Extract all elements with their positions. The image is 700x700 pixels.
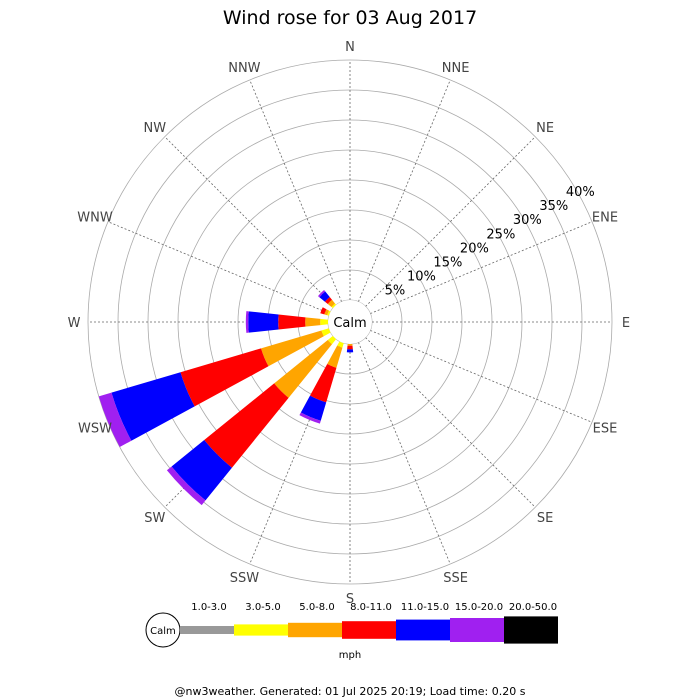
legend-swatch-6 [450,618,504,642]
petal-s-bin-4 [347,345,353,350]
radial-tick-5: 5% [385,284,406,299]
legend-swatch-5 [396,619,450,641]
radial-tick-40: 40% [566,185,595,200]
petal-sw-bin-6 [166,466,206,506]
petal-w-bin-3 [305,317,321,327]
petal-w-bin-2 [320,318,329,326]
radial-tick-labels: 5%10%15%20%25%30%35%40% [385,185,595,299]
spoke-sse [358,342,451,565]
radial-tick-35: 35% [539,199,568,214]
legend-swatch-3 [288,622,342,638]
petal-ssw-bin-4 [310,364,337,403]
legend-label-2: 3.0-5.0 [245,602,280,613]
legend-swatch-4 [342,621,396,639]
wind-petals [98,289,354,506]
petal-nw-bin-4 [324,296,333,305]
petal-wsw-bin-3 [261,330,324,367]
direction-label-nnw: NNW [228,61,260,76]
legend-label-5: 11.0-15.0 [401,602,449,613]
grid-ring-8 [87,59,613,585]
petal-nw-bin-6 [317,289,326,298]
direction-label-ene: ENE [592,210,618,225]
petal-w-bin-4 [278,314,306,330]
spoke-nnw [249,79,342,302]
legend-swatch-2 [234,624,288,636]
spoke-wnw [107,221,330,314]
petal-ssw-bin-6 [299,412,321,424]
petal-ssw-bin-2 [337,341,344,348]
petal-sw-bin-3 [274,339,333,398]
direction-label-e: E [622,316,630,331]
direction-label-wsw: WSW [78,422,112,437]
spoke-nne [358,79,451,302]
spoke-ese [370,330,593,423]
radial-tick-20: 20% [460,241,489,256]
petal-nw-bin-3 [327,299,336,308]
legend-swatch-1 [180,626,234,634]
direction-label-sse: SSE [443,571,468,586]
petal-sw-bin-5 [171,440,232,501]
direction-label-se: SE [537,511,553,526]
direction-label-ne: NE [536,121,554,136]
petal-ssw-bin-3 [327,345,343,368]
petal-wsw-bin-6 [98,392,132,448]
radial-tick-25: 25% [486,227,515,242]
legend-label-1: 1.0-3.0 [191,602,226,613]
legend-unit: mph [339,650,361,661]
direction-label-wnw: WNW [77,210,113,225]
footer-text: @nw3weather. Generated: 01 Jul 2025 20:1… [175,685,526,698]
direction-label-s: S [346,592,354,607]
radial-tick-10: 10% [407,270,436,285]
legend-label-7: 20.0-50.0 [509,602,557,613]
petal-nw-bin-2 [331,303,337,309]
direction-labels: N NNE NE ENE E ESE SE SSE S SSW SW WSW W WNW NW NNW [68,40,631,607]
spoke-ene [370,221,593,314]
petal-nw-bin-5 [319,291,330,302]
radial-tick-15: 15% [433,255,462,270]
radial-tick-30: 30% [513,213,542,228]
legend-label-6: 15.0-20.0 [455,602,503,613]
legend-swatch-7 [504,616,558,644]
petal-sw-bin-4 [204,383,289,468]
petal-s-bin-3 [347,343,353,346]
petal-wsw-bin-5 [111,372,195,441]
petal-ssw-bin-5 [300,395,327,421]
calm-label: Calm [333,316,366,331]
spoke-ne [365,136,536,307]
petal-wsw-bin-2 [321,328,331,337]
petal-wnw-bin-2 [327,310,331,316]
speed-legend: Calm 1.0-3.0 3.0-5.0 5.0-8.0 8.0-11.0 11.0-15… [145,602,558,648]
legend-label-4: 8.0-11.0 [350,602,392,613]
legend-label-3: 5.0-8.0 [299,602,334,613]
direction-label-ese: ESE [593,422,618,437]
petal-sw-bin-2 [327,335,337,345]
petal-wsw-bin-4 [180,348,269,407]
petal-wnw-bin-3 [324,309,330,316]
legend-calm-label: Calm [150,626,176,637]
spoke-se [365,337,536,508]
direction-label-ssw: SSW [230,571,260,586]
direction-label-nw: NW [144,121,167,136]
petal-w-bin-6 [245,311,249,333]
calm-circle [328,300,372,344]
direction-label-sw: SW [144,511,165,526]
spoke-nw [164,136,335,307]
petal-wnw-bin-4 [320,307,327,315]
petal-w-bin-5 [248,311,279,333]
direction-label-w: W [68,316,81,331]
direction-label-n: N [345,40,355,55]
petal-s-bin-5 [346,349,354,353]
chart-title: Wind rose for 03 Aug 2017 [223,7,477,29]
direction-label-nne: NNE [442,61,470,76]
